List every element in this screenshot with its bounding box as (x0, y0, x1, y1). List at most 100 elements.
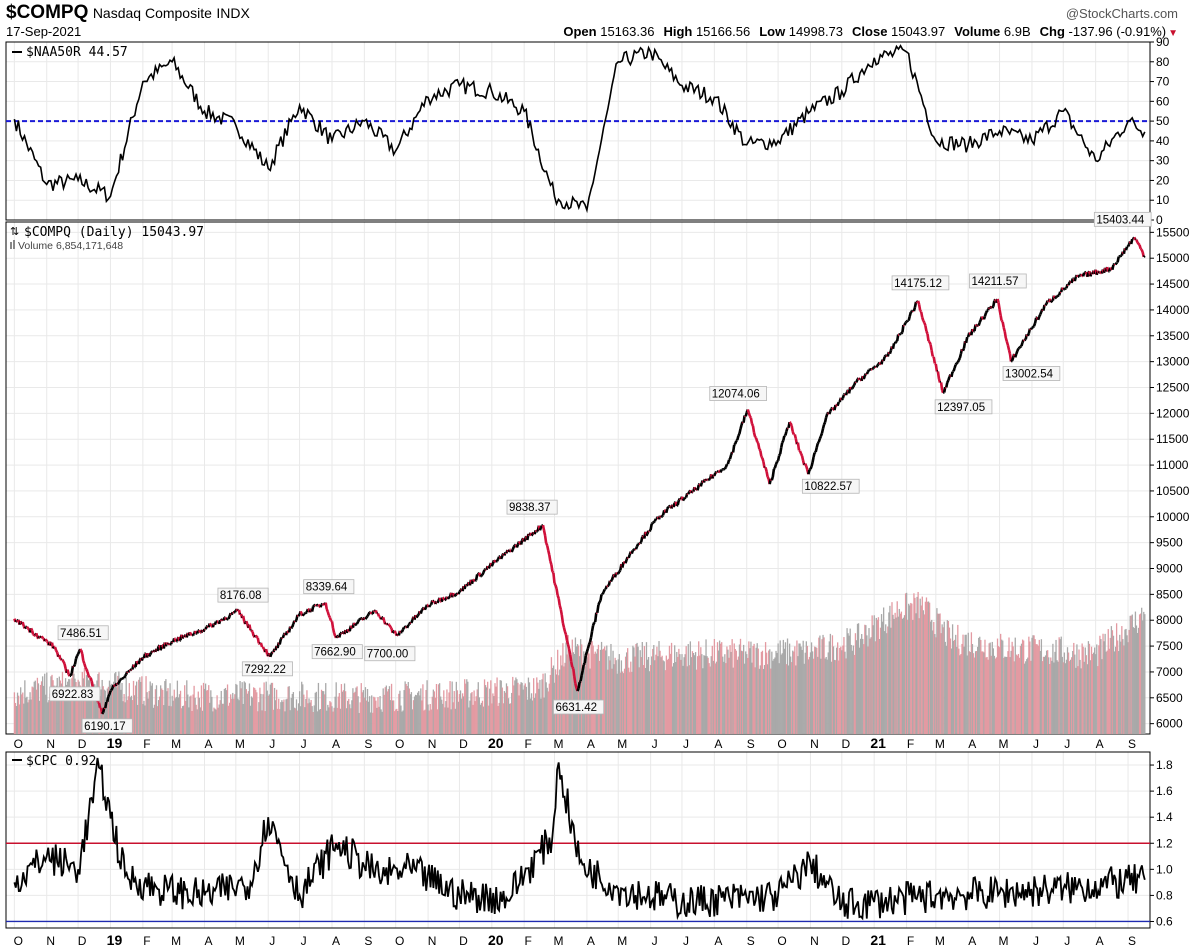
volume-bar-914 (968, 651, 970, 734)
volume-bar-721 (767, 664, 769, 734)
price-segment-286 (310, 606, 315, 612)
volume-bar-48 (63, 700, 66, 734)
volume-bar-947 (1003, 657, 1005, 734)
volume-bar-993 (1051, 660, 1053, 734)
volume-bar-798 (847, 633, 849, 734)
price-segment-55 (69, 672, 74, 677)
volume-bar-827 (877, 617, 880, 734)
price-segment-753 (798, 450, 803, 455)
bottom-panel-frame (5, 751, 1151, 929)
volume-bar-1018 (1077, 666, 1079, 734)
volume-bar-132 (151, 683, 153, 734)
volume-bar-112 (130, 695, 133, 734)
price-segment-951 (1005, 341, 1010, 346)
price-segment-416 (446, 596, 451, 600)
price-segment-858 (908, 311, 913, 317)
price-segment-32 (46, 640, 49, 643)
volume-bar-1077 (1138, 614, 1141, 734)
volume-bar-1 (14, 702, 17, 734)
volume-bar-917 (971, 644, 974, 734)
volume-bar-621 (662, 660, 664, 734)
volume-bar-994 (1052, 643, 1054, 734)
price-segment-523 (558, 604, 563, 610)
price-segment-130 (147, 653, 152, 658)
volume-bar-101 (119, 682, 121, 734)
volume-bar-261 (286, 698, 288, 734)
volume-bar-438 (471, 692, 473, 734)
price-segment-731 (776, 459, 779, 463)
price-segment-810 (859, 377, 862, 381)
price-segment-531 (566, 644, 571, 650)
volume-bar-988 (1045, 650, 1048, 734)
volume-bar-715 (760, 651, 763, 734)
volume-bar-764 (811, 651, 814, 734)
volume-bar-425 (457, 701, 460, 734)
main-xtick-label-19: M (617, 737, 627, 751)
volume-bar-236 (260, 693, 262, 734)
price-segment-110 (127, 669, 131, 674)
price-segment-458 (490, 563, 495, 567)
volume-bar-1014 (1073, 642, 1075, 734)
bottom-xtick-label-21: J (683, 934, 689, 948)
volume-bar-1010 (1068, 661, 1071, 734)
volume-bar-439 (472, 704, 474, 734)
volume-bar-819 (869, 638, 871, 734)
volume-bar-189 (211, 696, 213, 734)
volume-bar-166 (187, 694, 189, 734)
price-segment-927 (980, 315, 984, 319)
volume-bar-94 (111, 687, 114, 734)
price-segment-75 (90, 680, 94, 688)
volume-bar-147 (167, 688, 169, 734)
volume-bar-42 (57, 696, 59, 734)
price-segment-138 (156, 646, 160, 652)
volume-bar-298 (325, 683, 327, 734)
volume-bar-1015 (1074, 654, 1076, 734)
volume-bar-964 (1020, 643, 1023, 734)
volume-bar-1053 (1113, 651, 1116, 734)
price-segment-59 (73, 658, 78, 665)
volume-bar-624 (665, 655, 667, 734)
price-segment-561 (598, 599, 602, 604)
volume-bar-658 (701, 654, 703, 734)
annotation-label-9: 6631.42 (555, 702, 597, 714)
volume-bar-565 (604, 646, 606, 734)
price-segment-686 (728, 454, 733, 460)
volume-bar-930 (985, 657, 987, 734)
price-segment-740 (785, 427, 789, 432)
annotation-label-0: 7486.51 (60, 628, 102, 640)
price-segment-511 (545, 545, 550, 551)
volume-bar-589 (629, 672, 631, 734)
volume-bar-825 (875, 617, 877, 734)
volume-bar-772 (820, 658, 822, 734)
price-segment-178 (198, 629, 202, 634)
price-segment-583 (621, 562, 625, 568)
price-segment-1020 (1077, 274, 1082, 278)
volume-bar-8 (22, 692, 24, 734)
price-segment-101 (117, 679, 122, 684)
volume-bar-264 (289, 710, 291, 734)
annotation-label-11: 10822.57 (804, 481, 852, 493)
volume-bar-412 (444, 707, 446, 734)
price-segment-347 (374, 609, 379, 615)
volume-bar-231 (255, 689, 257, 734)
price-segment-273 (297, 613, 301, 617)
price-segment-642 (683, 496, 687, 500)
volume-bar-778 (826, 659, 828, 734)
volume-bar-1013 (1072, 650, 1074, 734)
price-segment-226 (248, 624, 252, 631)
volume-bar-1073 (1134, 611, 1137, 734)
volume-bar-127 (146, 692, 148, 734)
volume-bar-534 (571, 639, 573, 734)
volume-bar-5 (18, 704, 21, 734)
price-segment-708 (751, 425, 756, 433)
price-segment-354 (381, 616, 386, 622)
volume-bar-790 (839, 647, 841, 734)
bottom-xtick-label-10: A (332, 934, 340, 948)
price-segment-601 (639, 536, 644, 543)
volume-bar-856 (908, 603, 910, 734)
price-segment-467 (499, 555, 504, 560)
volume-bar-398 (429, 704, 431, 734)
volume-bar-378 (408, 688, 410, 734)
volume-bar-785 (833, 659, 836, 734)
volume-bar-924 (979, 636, 981, 734)
